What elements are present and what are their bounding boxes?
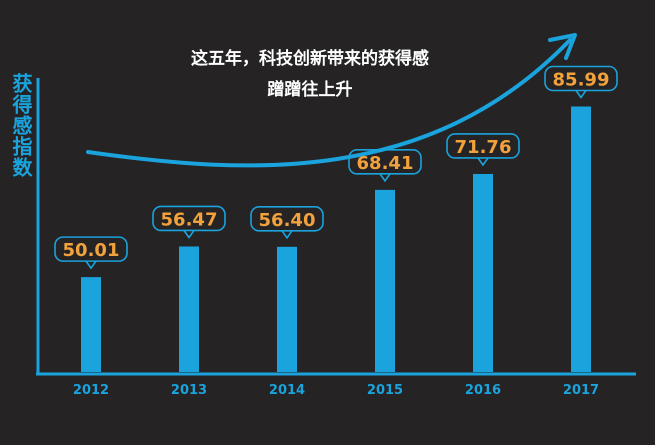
data-label: 50.01	[63, 240, 120, 261]
chart-subtitle: 蹭蹭往上升	[267, 80, 353, 100]
data-label-pointer	[183, 230, 195, 239]
data-label: 56.40	[259, 210, 316, 231]
bar	[571, 106, 591, 373]
trend-arrow	[86, 38, 572, 168]
x-tick-label: 2014	[269, 383, 305, 398]
data-label-pointer	[85, 260, 97, 270]
x-tick-label: 2016	[465, 383, 501, 398]
trend-arrow-head	[548, 33, 577, 60]
chart-title-block: 这五年，科技创新带来的获得感 蹭蹭往上升	[140, 44, 480, 106]
data-label: 71.76	[455, 137, 512, 158]
data-label-box	[54, 236, 128, 262]
bar	[375, 189, 395, 372]
data-label-box	[446, 133, 520, 159]
x-tick-label: 2015	[367, 383, 403, 398]
data-label-box	[152, 205, 226, 232]
chart-title: 这五年，科技创新带来的获得感	[191, 49, 429, 69]
y-axis-label: 获得感指数	[9, 73, 33, 178]
bar	[81, 277, 101, 372]
data-label-box	[250, 206, 324, 232]
bar	[179, 246, 199, 372]
bar	[473, 173, 493, 372]
data-label: 68.41	[357, 153, 414, 174]
data-label: 56.47	[161, 209, 218, 230]
x-tick-label: 2017	[563, 383, 599, 398]
data-label: 85.99	[553, 69, 610, 90]
data-label-pointer	[575, 90, 587, 99]
data-label-box	[348, 149, 422, 175]
data-label-pointer	[281, 230, 293, 240]
x-tick-label: 2013	[171, 383, 207, 398]
data-label-pointer	[379, 173, 391, 183]
data-label-pointer	[477, 157, 489, 167]
data-label-box	[544, 65, 618, 92]
x-tick-label: 2012	[73, 383, 109, 398]
bar	[277, 246, 297, 372]
